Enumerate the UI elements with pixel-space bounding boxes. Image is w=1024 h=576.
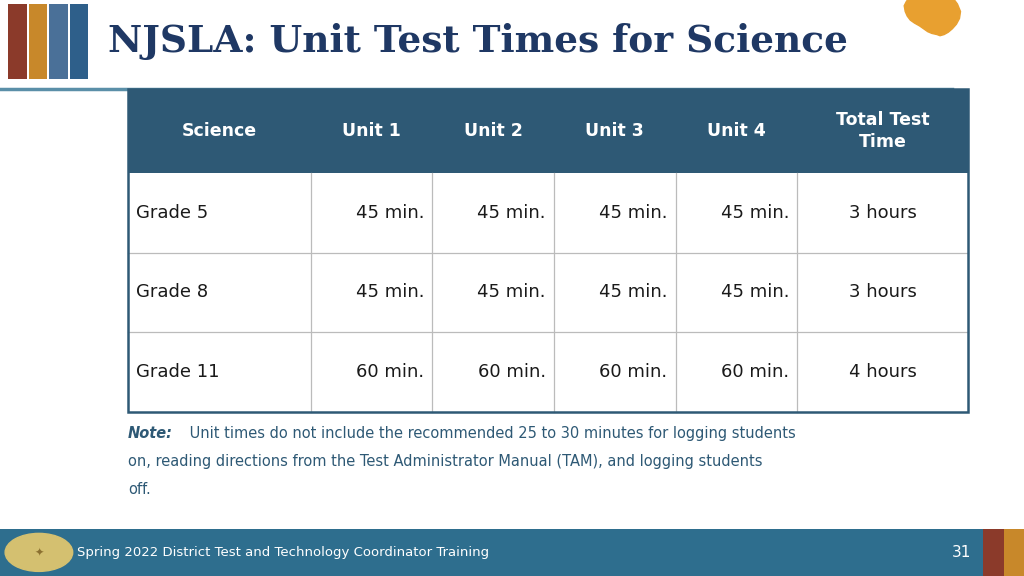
Text: Grade 11: Grade 11 xyxy=(136,363,220,381)
Circle shape xyxy=(5,533,73,571)
Text: 31: 31 xyxy=(951,545,971,560)
Text: Grade 8: Grade 8 xyxy=(136,283,208,301)
Bar xyxy=(0,0,1024,89)
Text: Unit times do not include the recommended 25 to 30 minutes for logging students: Unit times do not include the recommende… xyxy=(185,426,796,441)
Text: 45 min.: 45 min. xyxy=(721,204,790,222)
Text: 60 min.: 60 min. xyxy=(477,363,546,381)
Text: 3 hours: 3 hours xyxy=(849,283,916,301)
Text: Unit 3: Unit 3 xyxy=(586,122,644,140)
Text: 3 hours: 3 hours xyxy=(849,204,916,222)
Text: 45 min.: 45 min. xyxy=(477,204,546,222)
Bar xyxy=(29,4,47,79)
Polygon shape xyxy=(904,0,961,36)
Text: 45 min.: 45 min. xyxy=(599,204,668,222)
Bar xyxy=(128,173,968,253)
Text: 45 min.: 45 min. xyxy=(355,204,424,222)
Text: 60 min.: 60 min. xyxy=(356,363,424,381)
Bar xyxy=(0,529,1024,576)
Text: 45 min.: 45 min. xyxy=(599,283,668,301)
Text: Note:: Note: xyxy=(128,426,173,441)
Text: Grade 5: Grade 5 xyxy=(136,204,209,222)
Text: Unit 2: Unit 2 xyxy=(464,122,522,140)
Bar xyxy=(49,4,68,79)
Text: Science: Science xyxy=(181,122,257,140)
Text: Spring 2022 District Test and Technology Coordinator Training: Spring 2022 District Test and Technology… xyxy=(77,546,488,559)
Text: on, reading directions from the Test Administrator Manual (TAM), and logging stu: on, reading directions from the Test Adm… xyxy=(128,454,763,469)
Text: 60 min.: 60 min. xyxy=(721,363,790,381)
Bar xyxy=(1004,529,1024,576)
Text: 45 min.: 45 min. xyxy=(477,283,546,301)
Bar xyxy=(8,4,27,79)
Text: Unit 4: Unit 4 xyxy=(708,122,766,140)
Bar xyxy=(128,332,968,412)
Text: NJSLA: Unit Test Times for Science: NJSLA: Unit Test Times for Science xyxy=(108,23,848,60)
Text: Unit 1: Unit 1 xyxy=(342,122,400,140)
Text: Total Test
Time: Total Test Time xyxy=(836,111,930,151)
Bar xyxy=(128,89,968,412)
Bar xyxy=(70,4,88,79)
Bar xyxy=(128,253,968,332)
Text: ✦: ✦ xyxy=(34,547,44,558)
Bar xyxy=(983,529,1004,576)
Bar xyxy=(128,89,968,173)
Text: 45 min.: 45 min. xyxy=(355,283,424,301)
Text: 4 hours: 4 hours xyxy=(849,363,916,381)
Text: 45 min.: 45 min. xyxy=(721,283,790,301)
Text: off.: off. xyxy=(128,482,151,497)
Text: 60 min.: 60 min. xyxy=(599,363,668,381)
